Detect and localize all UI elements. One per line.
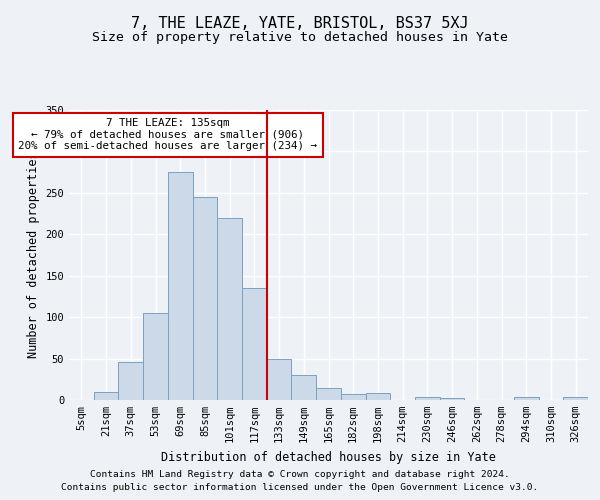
Text: Contains HM Land Registry data © Crown copyright and database right 2024.: Contains HM Land Registry data © Crown c…	[90, 470, 510, 479]
Bar	[415, 396, 440, 400]
Text: Size of property relative to detached houses in Yate: Size of property relative to detached ho…	[92, 31, 508, 44]
Bar	[514, 396, 539, 400]
Bar	[316, 388, 341, 400]
Bar	[440, 398, 464, 400]
Bar	[563, 396, 588, 400]
Bar	[94, 392, 118, 400]
Text: 7 THE LEAZE: 135sqm
← 79% of detached houses are smaller (906)
20% of semi-detac: 7 THE LEAZE: 135sqm ← 79% of detached ho…	[19, 118, 317, 152]
Y-axis label: Number of detached properties: Number of detached properties	[27, 152, 40, 358]
Bar	[118, 362, 143, 400]
Text: Contains public sector information licensed under the Open Government Licence v3: Contains public sector information licen…	[61, 482, 539, 492]
Bar	[242, 288, 267, 400]
Bar	[193, 197, 217, 400]
Bar	[168, 172, 193, 400]
Bar	[341, 394, 365, 400]
X-axis label: Distribution of detached houses by size in Yate: Distribution of detached houses by size …	[161, 450, 496, 464]
Bar	[365, 392, 390, 400]
Bar	[267, 358, 292, 400]
Text: 7, THE LEAZE, YATE, BRISTOL, BS37 5XJ: 7, THE LEAZE, YATE, BRISTOL, BS37 5XJ	[131, 16, 469, 31]
Bar	[292, 375, 316, 400]
Bar	[217, 218, 242, 400]
Bar	[143, 313, 168, 400]
